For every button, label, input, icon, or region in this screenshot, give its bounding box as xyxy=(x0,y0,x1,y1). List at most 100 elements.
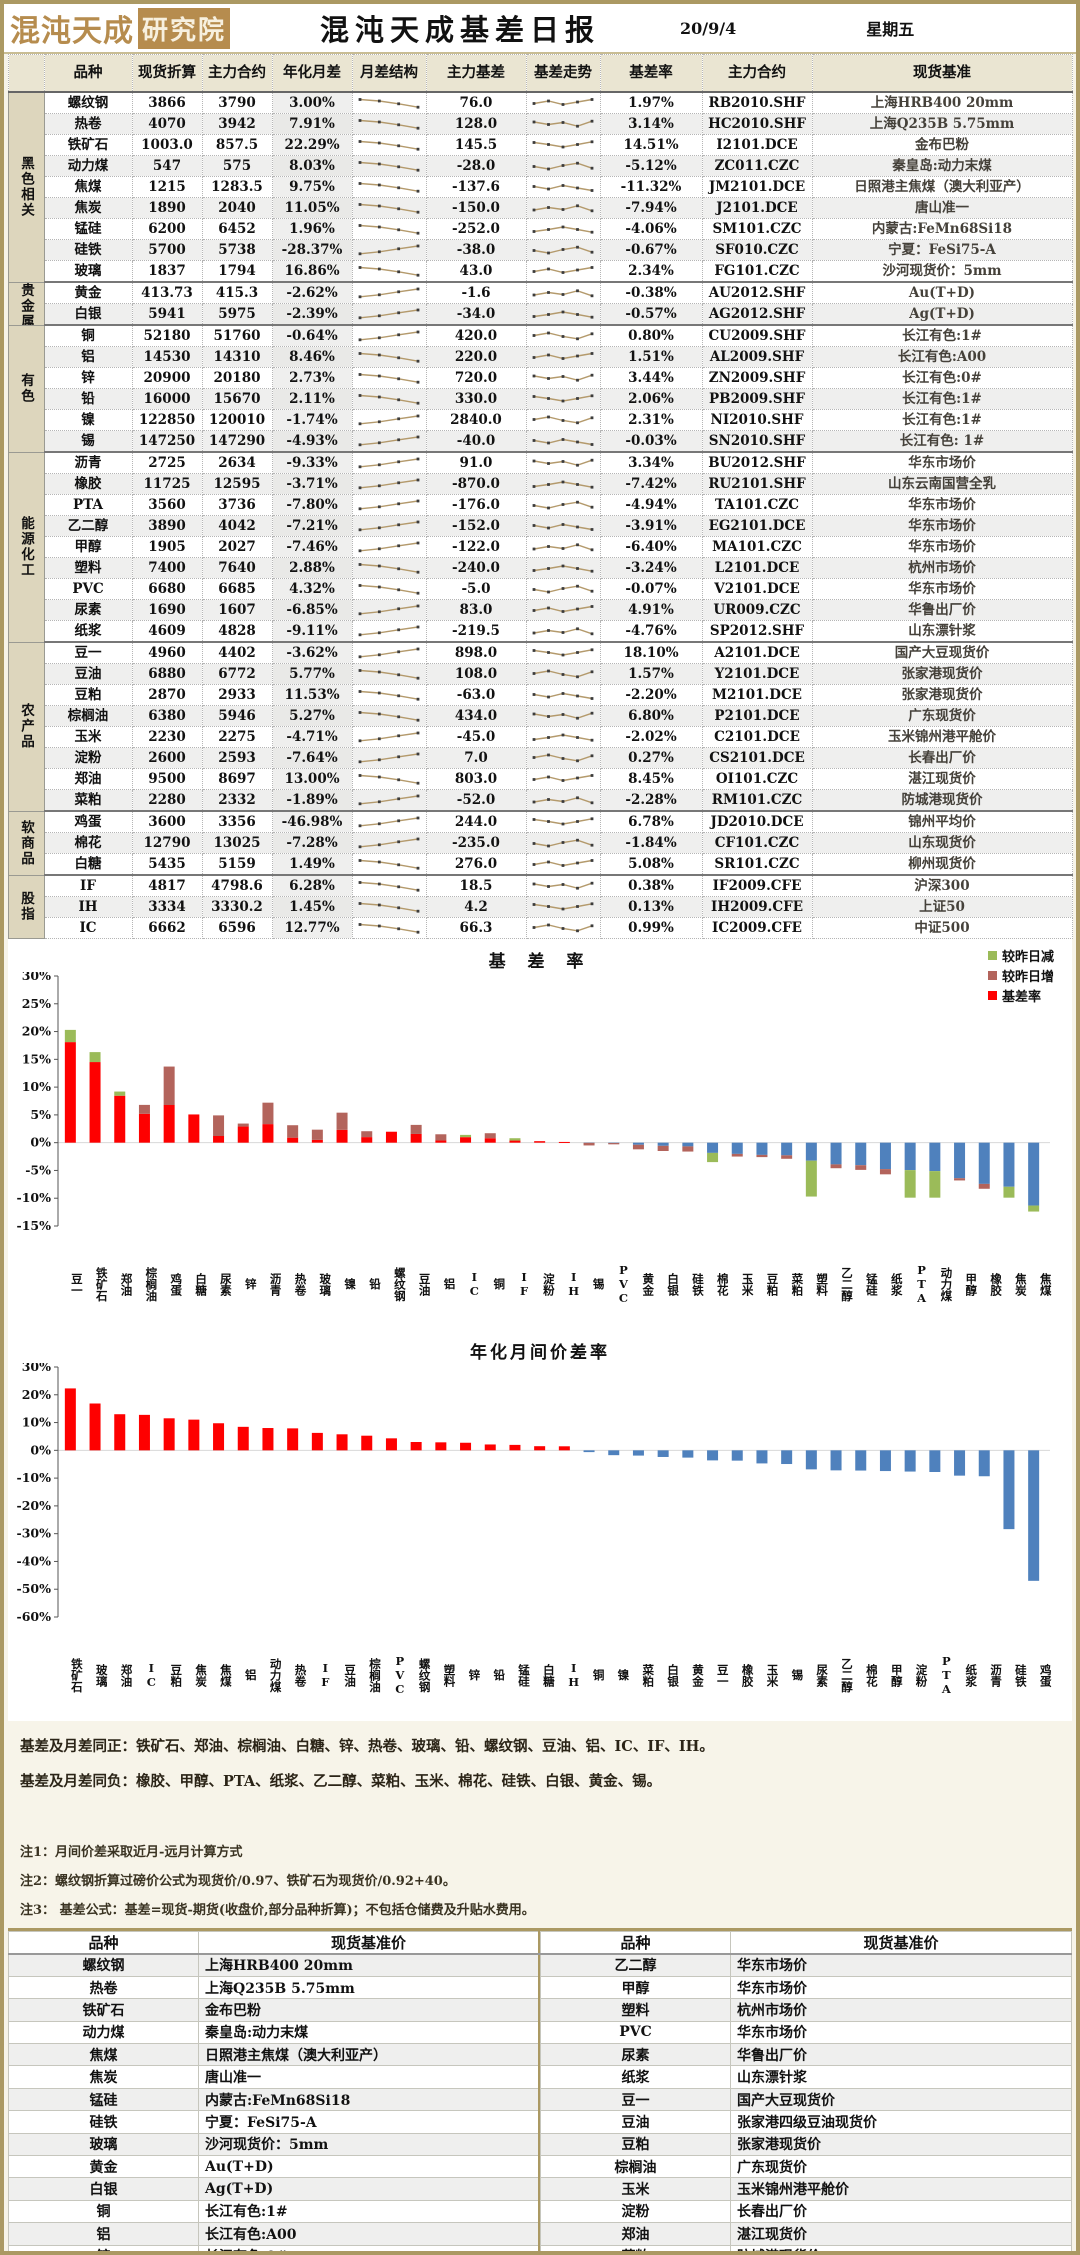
column-header: 现货基准 xyxy=(811,54,1073,93)
x-axis-label: 铜 xyxy=(591,1669,606,1681)
month-structure-sparkline xyxy=(351,917,427,939)
x-axis-label: 锡 xyxy=(591,1278,606,1290)
x-axis-label: IH xyxy=(566,1270,581,1298)
basis-trend-sparkline xyxy=(525,578,601,600)
basis-rate: -0.67% xyxy=(599,239,703,261)
main-contract-price: 6452 xyxy=(201,218,273,240)
basis-rate: -2.02% xyxy=(599,726,703,748)
benchmark-commodity: 热卷 xyxy=(8,1975,199,2000)
x-axis-label: IF xyxy=(318,1661,333,1689)
main-basis: -176.0 xyxy=(425,494,527,516)
x-axis-label: PTA xyxy=(914,1263,929,1305)
contract-code: AL2009.SHF xyxy=(701,346,813,368)
x-axis-label: PTA xyxy=(939,1654,954,1696)
chart2-title: 年化月间价差率 xyxy=(470,1343,610,1363)
month-structure-sparkline xyxy=(351,409,427,431)
x-axis-label: 淀粉 xyxy=(914,1663,929,1687)
contract-code: PB2009.SHF xyxy=(701,388,813,410)
svg-text:20%: 20% xyxy=(22,1024,51,1039)
basis-trend-sparkline xyxy=(525,832,601,854)
main-basis: 43.0 xyxy=(425,260,527,283)
benchmark-price-desc: 金布巴粉 xyxy=(198,1998,540,2022)
x-axis-label: 纸浆 xyxy=(889,1272,904,1296)
main-basis: 18.5 xyxy=(425,874,527,897)
basis-rate: -6.40% xyxy=(599,536,703,558)
main-contract-price: 2593 xyxy=(201,747,273,769)
svg-text:-20%: -20% xyxy=(17,1498,52,1513)
x-axis-label: 橡胶 xyxy=(740,1663,755,1687)
spot-benchmark: 长江有色:A00 xyxy=(811,346,1073,368)
basis-rate: -4.76% xyxy=(599,620,703,643)
basis-rate: 1.57% xyxy=(599,663,703,685)
main-contract-price: 4042 xyxy=(201,515,273,537)
basis-rate: 3.44% xyxy=(599,367,703,389)
spot-benchmark: 湛江现货价 xyxy=(811,768,1073,790)
benchmark-row: 螺纹钢 上海HRB400 20mm xyxy=(8,1953,540,1977)
benchmark-price-desc: 长春出厂价 xyxy=(730,2199,1072,2224)
main-basis: -219.5 xyxy=(425,620,527,643)
spot-converted: 2230 xyxy=(131,726,203,748)
month-structure-sparkline xyxy=(351,557,427,579)
main-basis: 76.0 xyxy=(425,91,527,114)
benchmark-commodity: 黄金 xyxy=(8,2155,199,2179)
basis-trend-sparkline xyxy=(525,705,601,727)
svg-text:10%: 10% xyxy=(22,1415,51,1430)
x-axis-label: 锡 xyxy=(790,1669,805,1681)
annualized-month-spread: 6.28% xyxy=(271,874,353,897)
svg-text:-40%: -40% xyxy=(17,1553,52,1568)
basis-rate: -0.57% xyxy=(599,303,703,326)
legend-item-decrease: 较昨日减 xyxy=(987,945,1054,965)
month-structure-sparkline xyxy=(351,260,427,283)
commodity-name: 锰硅 xyxy=(43,218,133,240)
x-axis-label: 纸浆 xyxy=(964,1663,979,1687)
spot-converted: 2280 xyxy=(131,789,203,812)
main-basis: 420.0 xyxy=(425,324,527,347)
basis-rate: 0.13% xyxy=(599,896,703,918)
annualized-month-spread: 11.05% xyxy=(271,197,353,219)
basis-rate: 0.38% xyxy=(599,874,703,897)
benchmark-commodity: 尿素 xyxy=(540,2043,731,2067)
table-row: 热卷 4070 3942 7.91% 128.0 3.14% HC2010.SHF 上海Q23… xyxy=(8,113,1073,135)
spot-converted: 52180 xyxy=(131,324,203,347)
benchmark-commodity: PVC xyxy=(540,2020,731,2045)
column-header: 主力基差 xyxy=(425,54,527,93)
benchmark-price-desc: 长江有色:0# xyxy=(198,2244,540,2251)
svg-text:-15%: -15% xyxy=(17,1218,52,1233)
x-axis-label: 黄金 xyxy=(690,1663,705,1687)
spot-benchmark: 长江有色: 1# xyxy=(811,430,1073,453)
basis-table: 品种 现货折算 主力合约 年化月差 月差结构 主力基差 基差走势 基差率 主力合约 现货基准 黑色… xyxy=(7,54,1073,939)
benchmark-commodity: 乙二醇 xyxy=(540,1953,731,1977)
spot-benchmark: 防城港现货价 xyxy=(811,789,1073,812)
table-row: 股指 IF 4817 4798.6 6.28% 18.5 0.38% IF2009.CFE 沪深… xyxy=(7,874,1073,939)
main-basis: -240.0 xyxy=(425,557,527,579)
basis-trend-sparkline xyxy=(525,747,601,769)
basis-trend-sparkline xyxy=(525,473,601,495)
spot-converted: 16000 xyxy=(131,388,203,410)
x-axis-label: PVC xyxy=(392,1654,407,1696)
month-structure-sparkline xyxy=(351,451,427,474)
company-logo: 混沌天成 研究院 xyxy=(10,6,231,50)
x-axis-label: 焦煤 xyxy=(218,1663,233,1687)
main-basis: 803.0 xyxy=(425,768,527,790)
main-basis: -137.6 xyxy=(425,176,527,198)
spot-benchmark: 山东现货价 xyxy=(811,832,1073,854)
bt-left-col-value: 现货基准价 xyxy=(198,1931,540,1955)
x-axis-label: 镍 xyxy=(616,1669,631,1681)
x-axis-label: 沥青 xyxy=(989,1663,1004,1687)
spot-benchmark: Ag(T+D) xyxy=(811,303,1073,326)
contract-code: HC2010.SHF xyxy=(701,113,813,135)
basis-trend-sparkline xyxy=(525,281,601,304)
column-header: 品种 xyxy=(43,54,133,93)
spot-converted: 3560 xyxy=(131,494,203,516)
legend-swatch-red xyxy=(987,990,997,1000)
benchmark-row: 豆粕 张家港现货价 xyxy=(540,2132,1072,2157)
notes-section: 基差及月差同正：铁矿石、郑油、棕榈油、白糖、锌、热卷、玻璃、铅、螺纹钢、豆油、铝… xyxy=(20,1735,1060,1918)
basis-trend-sparkline xyxy=(525,726,601,748)
spot-converted: 14530 xyxy=(131,346,203,368)
main-contract-price: 2332 xyxy=(201,789,273,812)
basis-trend-sparkline xyxy=(525,599,601,621)
commodity-name: 动力煤 xyxy=(43,155,133,177)
benchmark-row: 动力煤 秦皇岛:动力末煤 xyxy=(8,2020,540,2045)
basis-trend-sparkline xyxy=(525,917,601,939)
benchmark-price-desc: 华鲁出厂价 xyxy=(730,2043,1072,2067)
